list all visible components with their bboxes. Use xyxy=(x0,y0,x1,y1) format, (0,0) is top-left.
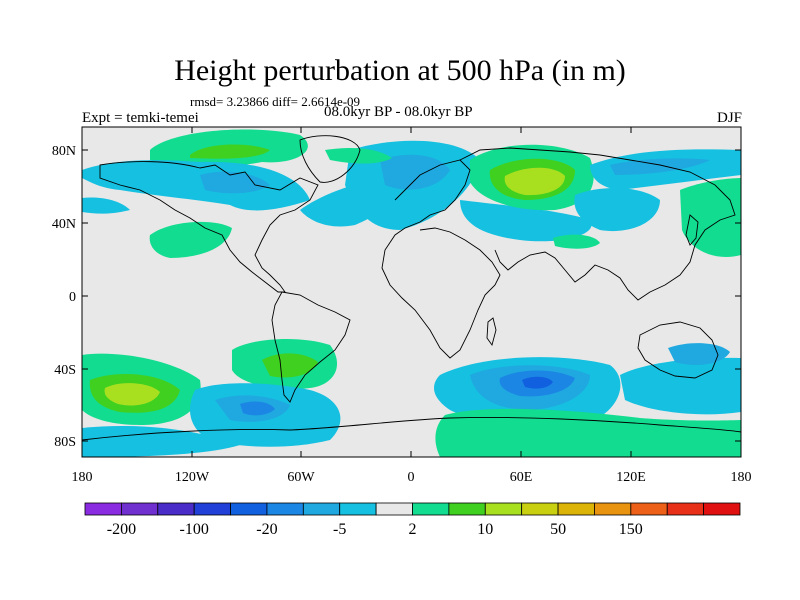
contour-blue-southatlantic-deep xyxy=(240,401,275,416)
colorbar-swatch xyxy=(703,502,741,516)
colorbar-swatch xyxy=(484,502,523,516)
lat-tick-label: 40N xyxy=(52,217,76,232)
season-label: DJF xyxy=(716,110,742,126)
colorbar-swatch xyxy=(230,502,268,516)
lon-tick-label: 60E xyxy=(510,470,533,485)
lat-tick-label: 80N xyxy=(52,144,76,159)
contour-field xyxy=(82,129,741,457)
contour-green-centralasia xyxy=(553,234,600,249)
contour-blue-pacific-nw-core xyxy=(610,158,710,175)
coast-madagascar xyxy=(486,317,497,347)
colorbar-labels: -200 -100 -20 -5 2 10 50 150 xyxy=(107,521,643,538)
coast-south-america xyxy=(271,291,351,403)
colorbar-swatch xyxy=(594,502,632,516)
colorbar-swatch xyxy=(412,502,450,516)
coast-australia xyxy=(637,321,719,379)
longitude-axis: 180 120W 60W 0 60E 120E 180 xyxy=(72,127,752,485)
contour-yellowgreen-siberia xyxy=(504,167,565,196)
lon-tick-label: 180 xyxy=(731,470,752,485)
colorbar-swatch xyxy=(157,502,195,516)
colorbar-swatch xyxy=(375,502,413,516)
coast-greenland xyxy=(299,135,361,183)
contour-blue-europe-core xyxy=(380,154,450,190)
contour-blue-australia-south xyxy=(620,357,741,415)
colorbar-swatch xyxy=(84,502,122,516)
colorbar-swatch xyxy=(630,502,668,516)
colorbar-swatch xyxy=(448,502,486,516)
coast-asia xyxy=(459,147,736,301)
colorbar-label: -200 xyxy=(107,521,136,538)
chart-title: Height perturbation at 500 hPa (in m) xyxy=(174,54,626,87)
colorbar xyxy=(84,502,741,516)
lon-tick-label: 120W xyxy=(175,470,210,485)
coast-antarctica xyxy=(82,417,741,441)
colorbar-swatch xyxy=(666,502,705,516)
colorbar-swatch xyxy=(557,502,595,516)
contour-blue-pacific-mid xyxy=(574,188,660,232)
lat-tick-label: 40S xyxy=(54,363,76,378)
colorbar-swatch xyxy=(302,502,341,516)
colorbar-swatch xyxy=(266,502,304,516)
colorbar-label: 150 xyxy=(619,521,643,538)
colorbar-swatch xyxy=(193,502,231,516)
coastlines xyxy=(82,135,741,441)
lat-tick-label: 80S xyxy=(54,435,76,450)
lon-tick-label: 60W xyxy=(287,470,315,485)
coast-europe-africa xyxy=(381,159,501,359)
contour-green-southernocean xyxy=(435,408,741,457)
colorbar-label: -100 xyxy=(180,521,209,538)
contour-green-npacific xyxy=(680,178,741,258)
period-label: 08.0kyr BP - 08.0kyr BP xyxy=(324,104,473,120)
colorbar-label: 2 xyxy=(409,521,417,538)
lon-tick-label: 180 xyxy=(72,470,93,485)
contour-blue-westnorthamerica xyxy=(82,197,130,214)
contour-blue-hudson xyxy=(200,171,270,194)
experiment-label: Expt = temki-temei xyxy=(82,110,199,126)
lon-tick-label: 0 xyxy=(408,470,415,485)
coast-north-america xyxy=(99,161,319,293)
colorbar-swatch xyxy=(521,502,559,516)
colorbar-swatch xyxy=(120,502,159,516)
contour-blue-southindian-deep xyxy=(522,376,553,389)
contour-blue-northamerica xyxy=(82,160,310,211)
colorbar-label: -20 xyxy=(256,521,277,538)
stats-line: rmsd= 3.23866 diff= 2.6614e-09 xyxy=(190,94,361,109)
colorbar-label: 50 xyxy=(550,521,566,538)
coast-japan xyxy=(685,214,699,246)
lon-tick-label: 120E xyxy=(616,470,646,485)
colorbar-label: -5 xyxy=(333,521,346,538)
contour-blue-asia xyxy=(460,200,592,242)
contour-blue-nzealand xyxy=(668,343,730,365)
contour-green-southamerica-core xyxy=(262,353,318,378)
lat-tick-label: 0 xyxy=(69,290,76,305)
contour-yellowgreen-southpacific xyxy=(104,383,160,406)
colorbar-label: 10 xyxy=(477,521,493,538)
contour-blue-equatorial-eastpacific xyxy=(620,252,670,269)
contour-blue-southernocean-west xyxy=(82,425,240,457)
contour-green-greenland-core xyxy=(190,144,270,159)
latitude-axis: 80N 40N 0 40S 80S xyxy=(52,144,741,450)
colorbar-swatch xyxy=(339,502,377,516)
